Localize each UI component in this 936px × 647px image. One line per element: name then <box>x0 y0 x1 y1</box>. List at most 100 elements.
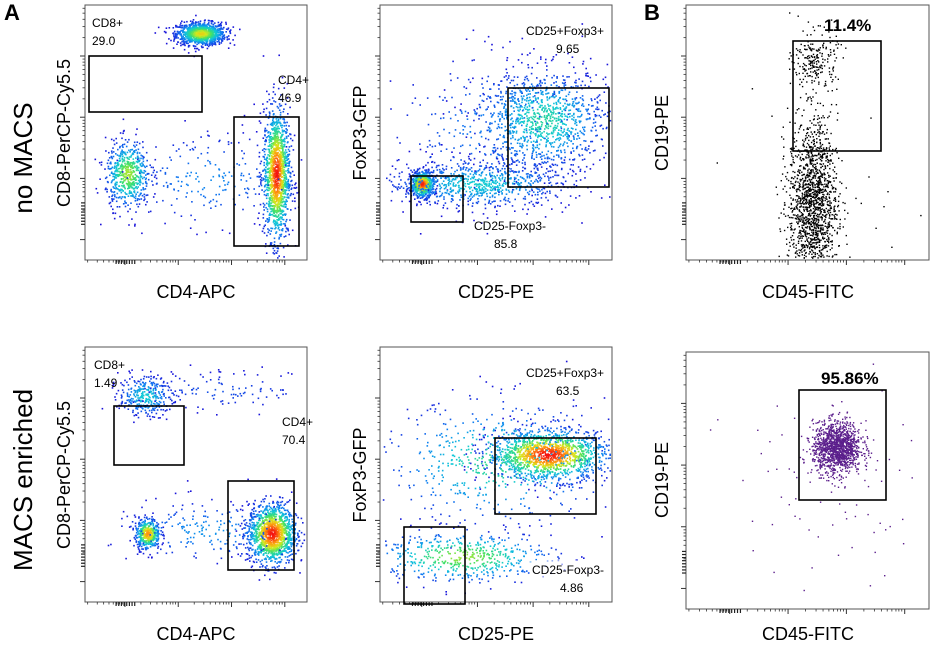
event-dot <box>186 40 189 42</box>
event-dot <box>411 188 414 190</box>
event-dot <box>170 204 173 206</box>
event-dot <box>267 171 269 174</box>
event-dot <box>227 141 230 143</box>
event-dot <box>264 175 266 177</box>
event-dot <box>460 196 463 198</box>
event-dot <box>541 136 544 138</box>
event-dot <box>422 182 424 185</box>
event-dot <box>228 171 231 174</box>
event-dot <box>508 174 511 176</box>
event-dot <box>502 165 505 167</box>
event-dot <box>269 131 272 134</box>
event-dot <box>528 190 531 193</box>
event-dot <box>499 179 502 182</box>
event-dot <box>271 208 273 210</box>
event-dot <box>282 205 285 208</box>
event-dot <box>434 193 436 196</box>
event-dot <box>496 188 499 191</box>
event-dot <box>274 153 277 155</box>
event-dot <box>510 168 512 170</box>
event-dot <box>224 189 226 191</box>
event-dot <box>445 177 447 180</box>
event-dot <box>137 155 139 158</box>
event-dot <box>274 136 276 139</box>
event-dot <box>483 186 485 188</box>
event-dot <box>534 116 536 119</box>
event-dot <box>118 185 120 187</box>
event-dot <box>274 127 276 129</box>
event-dot <box>494 177 497 179</box>
event-dot <box>272 214 275 217</box>
event-dot <box>596 134 598 137</box>
event-dot <box>272 147 275 150</box>
event-dot <box>289 171 292 174</box>
event-dot <box>194 38 196 41</box>
event-dot <box>180 34 183 37</box>
event-dot <box>289 183 291 186</box>
event-dot <box>277 136 280 139</box>
event-dot <box>284 151 286 153</box>
event-dot <box>278 218 281 221</box>
event-dot <box>489 189 492 191</box>
event-dot <box>270 194 272 197</box>
event-dot <box>269 123 272 126</box>
event-dot <box>540 166 543 168</box>
event-dot <box>426 197 428 199</box>
event-dot <box>181 24 183 27</box>
event-dot <box>232 39 234 41</box>
event-dot <box>242 132 245 134</box>
event-dot <box>480 189 483 192</box>
event-dot <box>518 138 520 141</box>
event-dot <box>139 184 141 186</box>
event-dot <box>211 38 214 40</box>
event-dot <box>277 125 279 128</box>
event-dot <box>470 193 473 196</box>
event-dot <box>280 235 282 237</box>
event-dot <box>240 179 242 181</box>
event-dot <box>278 165 281 167</box>
event-dot <box>408 150 411 153</box>
row-label-no-macs: no MACS <box>8 102 38 213</box>
event-dot <box>213 27 216 30</box>
event-dot <box>269 143 271 146</box>
event-dot <box>196 33 199 35</box>
event-dot <box>464 169 467 171</box>
event-dot <box>491 201 494 203</box>
event-dot <box>275 232 277 234</box>
event-dot <box>508 147 510 149</box>
event-dot <box>189 27 191 29</box>
event-dot <box>244 188 246 190</box>
event-dot <box>282 172 285 175</box>
event-dot <box>274 181 276 183</box>
event-dot <box>267 117 270 119</box>
event-dot <box>224 36 226 39</box>
event-dot <box>271 121 274 124</box>
event-dot <box>273 175 275 178</box>
event-dot <box>533 48 535 50</box>
event-dot <box>190 23 193 25</box>
event-dot <box>219 23 221 26</box>
event-dot <box>294 183 296 186</box>
event-dot <box>552 112 555 115</box>
plot-cd8-cd4-no-macs: CD8+ 29.0 CD4+ 46.9 CD4-APC CD8-PerCP-Cy… <box>54 4 309 302</box>
event-dot <box>282 185 284 188</box>
event-dot <box>205 35 207 37</box>
event-dot <box>111 171 113 174</box>
event-dot <box>220 203 222 206</box>
event-dot <box>130 195 132 197</box>
event-dot <box>443 187 446 190</box>
event-dot <box>483 179 486 182</box>
event-dot <box>269 161 271 164</box>
event-dot <box>478 178 480 180</box>
event-dot <box>274 163 277 165</box>
event-dot <box>272 179 275 182</box>
event-dot <box>419 197 422 199</box>
event-dot <box>277 224 279 227</box>
event-dot <box>504 183 507 185</box>
event-dot <box>127 171 130 173</box>
event-dot <box>417 189 420 191</box>
event-dot <box>280 199 283 201</box>
event-dot <box>277 206 280 208</box>
event-dot <box>429 181 431 183</box>
event-dot <box>283 236 286 238</box>
